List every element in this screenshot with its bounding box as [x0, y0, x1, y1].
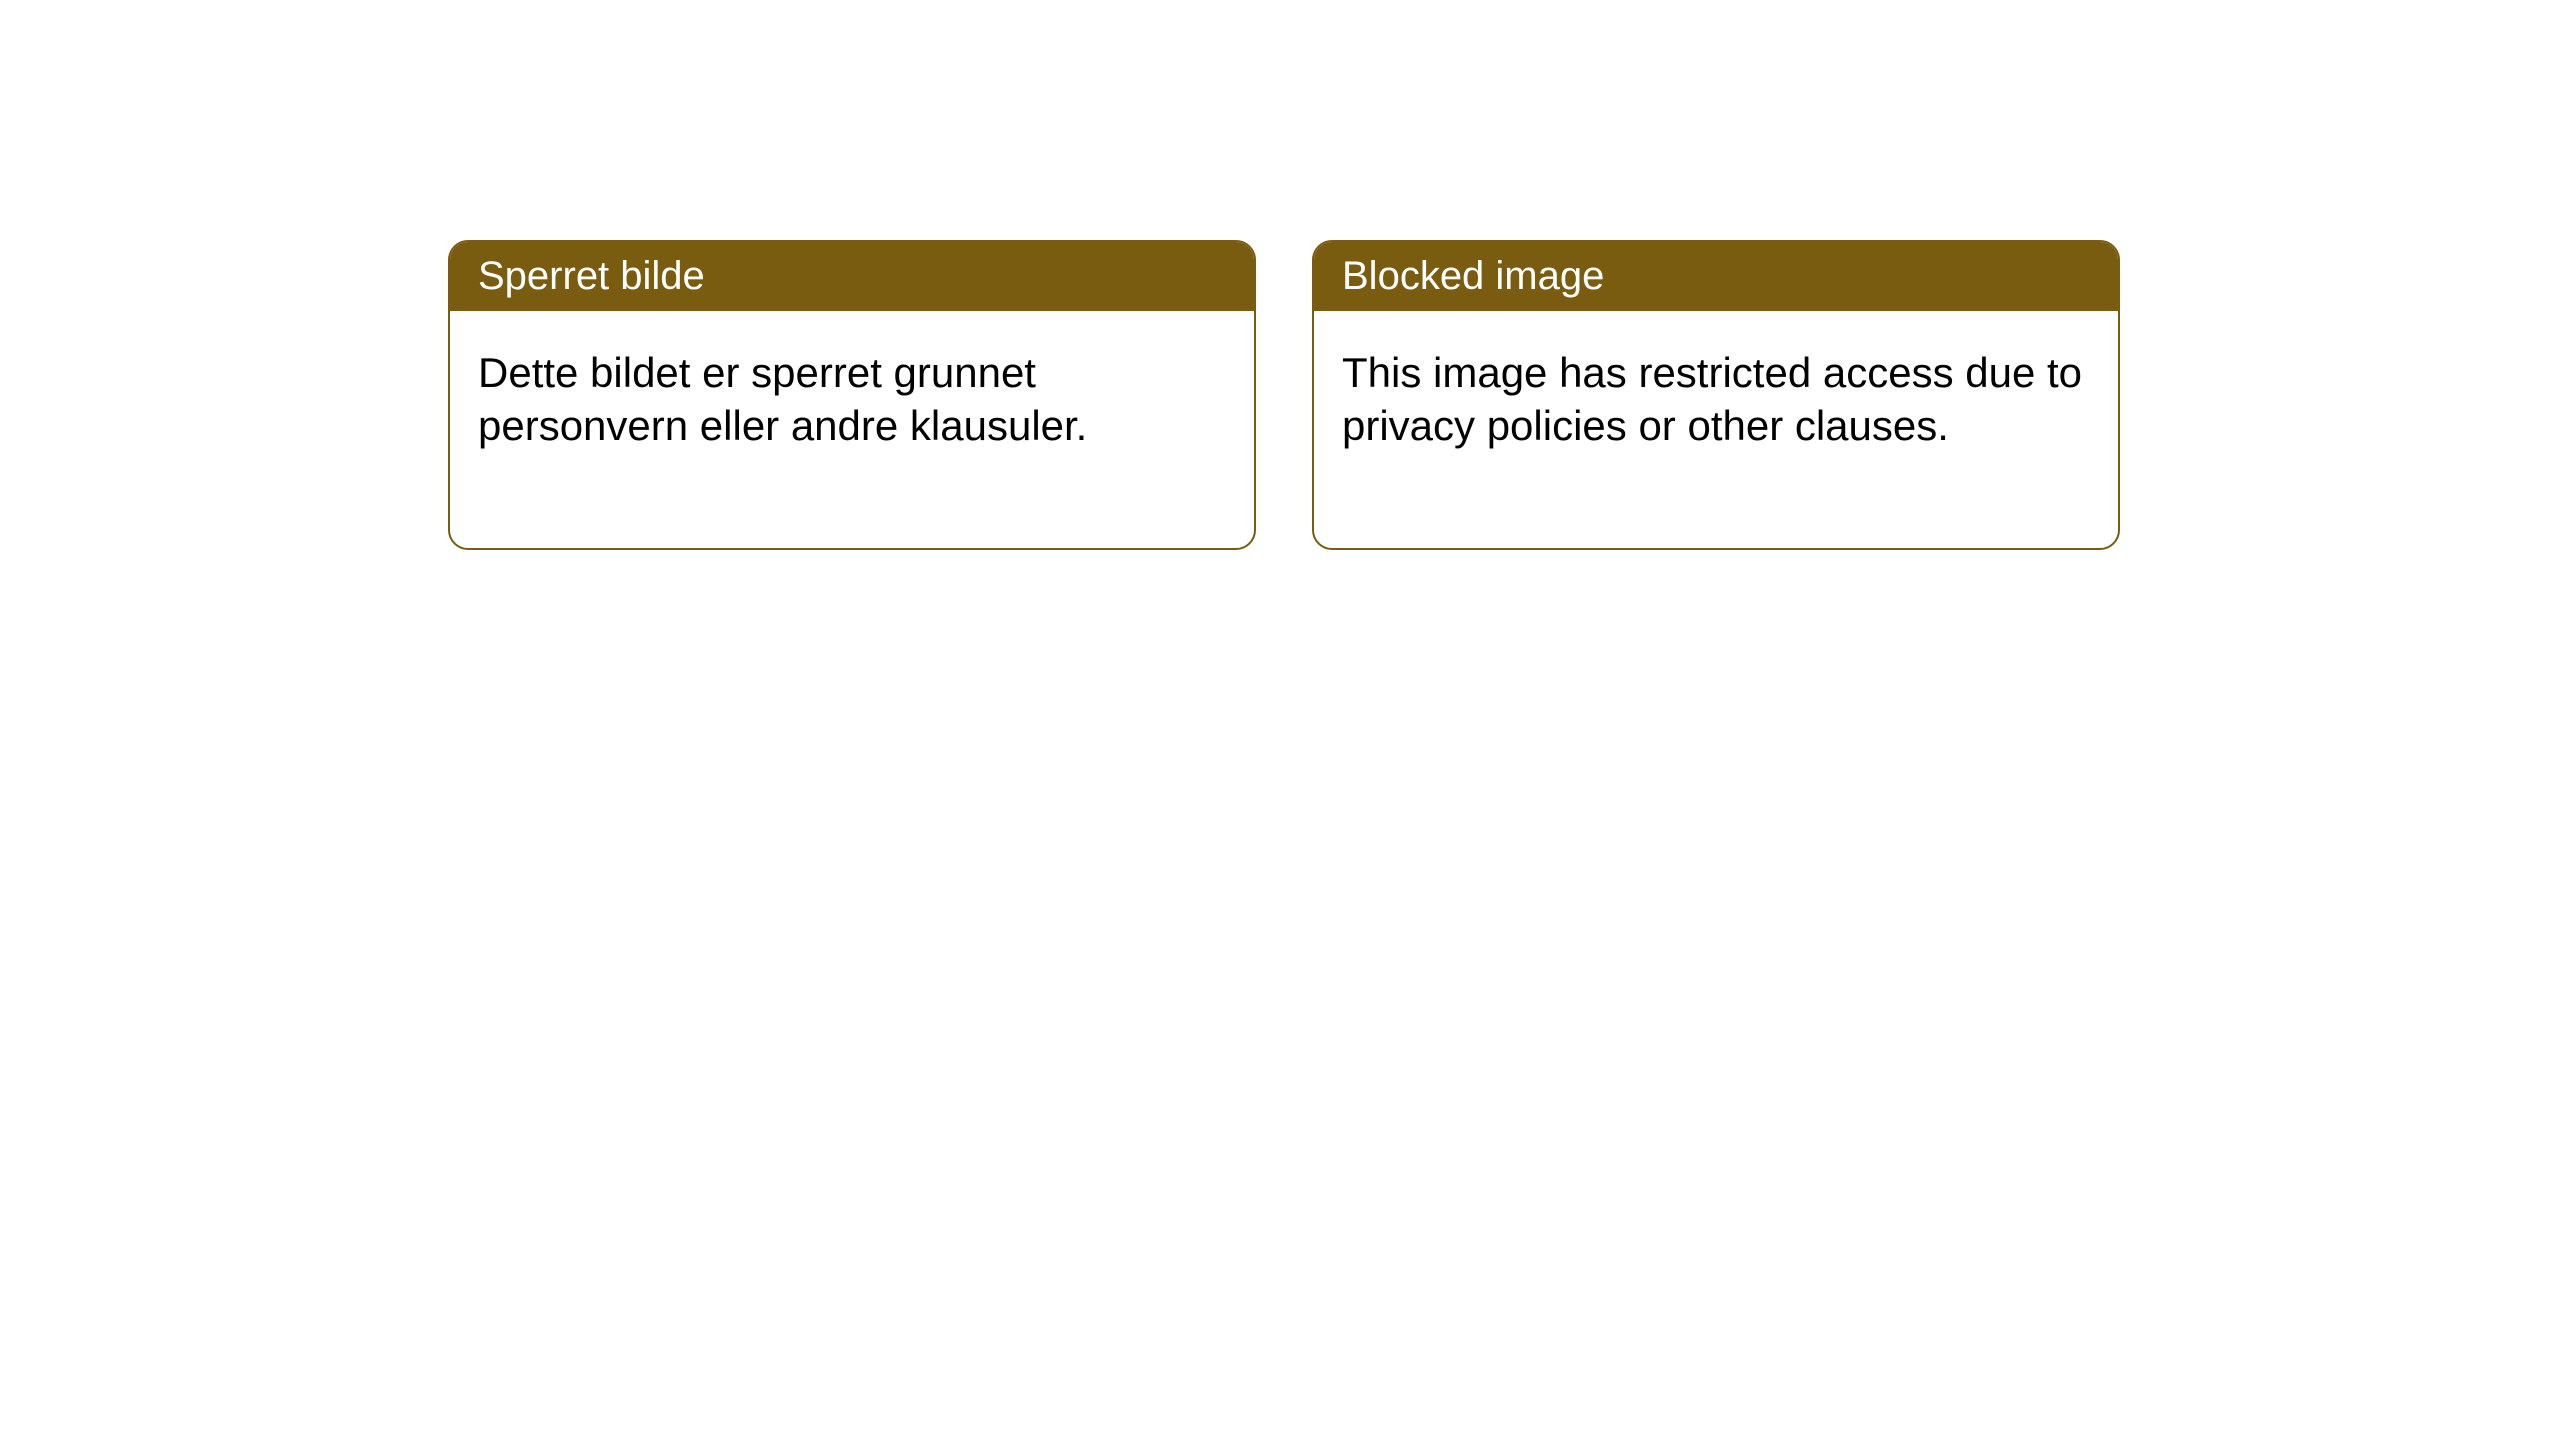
notice-title-english: Blocked image [1342, 254, 1604, 298]
notice-container: Sperret bilde Dette bildet er sperret gr… [448, 240, 2120, 550]
notice-title-norwegian: Sperret bilde [478, 254, 705, 298]
notice-body-english: This image has restricted access due to … [1314, 311, 2118, 548]
notice-text-norwegian: Dette bildet er sperret grunnet personve… [478, 349, 1087, 449]
notice-text-english: This image has restricted access due to … [1342, 349, 2082, 449]
notice-card-norwegian: Sperret bilde Dette bildet er sperret gr… [448, 240, 1256, 550]
notice-card-english: Blocked image This image has restricted … [1312, 240, 2120, 550]
notice-body-norwegian: Dette bildet er sperret grunnet personve… [450, 311, 1254, 548]
notice-header-norwegian: Sperret bilde [450, 242, 1254, 311]
notice-header-english: Blocked image [1314, 242, 2118, 311]
